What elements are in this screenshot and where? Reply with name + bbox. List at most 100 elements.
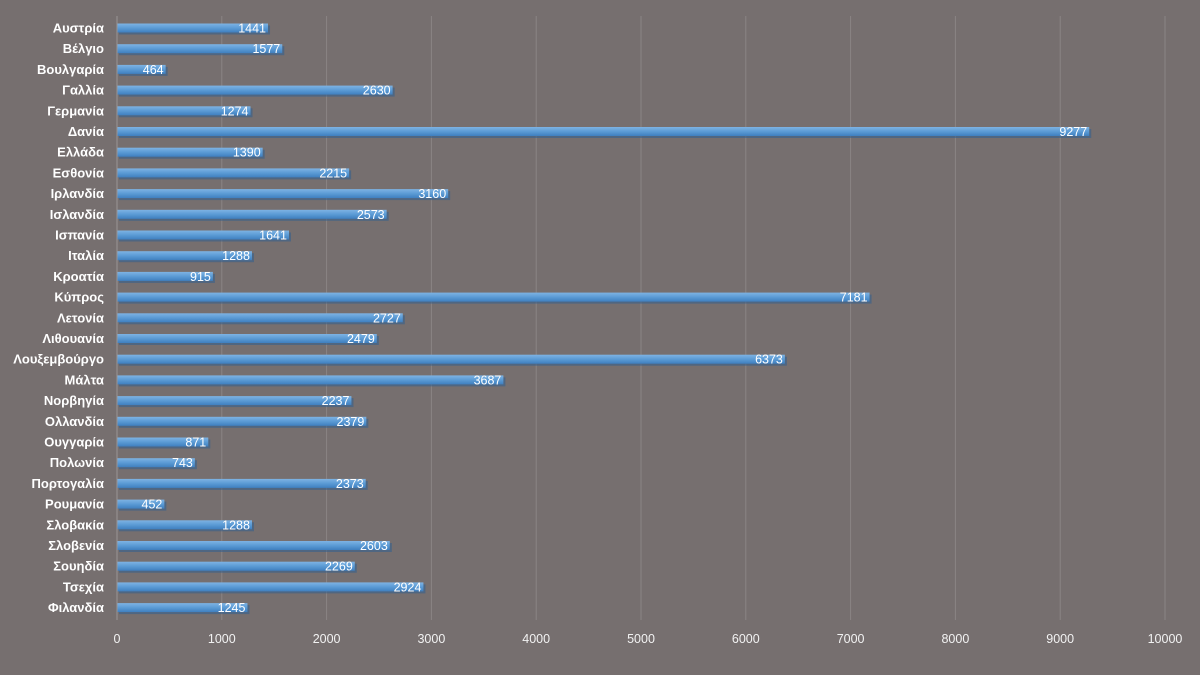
bar bbox=[117, 271, 213, 281]
bar bbox=[117, 458, 195, 468]
category-label: Πορτογαλία bbox=[32, 476, 104, 491]
category-label: Ισλανδία bbox=[50, 207, 104, 222]
bar bbox=[117, 44, 283, 54]
data-label: 2215 bbox=[319, 166, 347, 180]
x-tick-label: 1000 bbox=[208, 632, 236, 646]
data-label: 871 bbox=[185, 436, 206, 450]
gridlines bbox=[221, 16, 1166, 620]
data-label: 1390 bbox=[233, 146, 261, 160]
x-tick-label: 3000 bbox=[417, 632, 445, 646]
bar bbox=[117, 582, 424, 592]
category-label: Πολωνία bbox=[50, 455, 104, 470]
bar bbox=[117, 416, 367, 426]
category-label: Κροατία bbox=[53, 269, 104, 284]
x-tick-label: 5000 bbox=[627, 632, 655, 646]
data-label: 1288 bbox=[222, 518, 250, 532]
x-tick-label: 0 bbox=[114, 632, 121, 646]
bar bbox=[117, 23, 269, 33]
bar bbox=[117, 292, 870, 302]
category-label: Βουλγαρία bbox=[37, 62, 104, 77]
category-label: Σουηδία bbox=[53, 559, 104, 574]
category-label: Ιρλανδία bbox=[51, 186, 104, 201]
category-label: Γερμανία bbox=[47, 103, 104, 118]
data-label: 1245 bbox=[218, 601, 246, 615]
labels: Αυστρία 1441 Βέλγιο 1577 Βουλγαρία 464 Γαλλία 2… bbox=[13, 21, 1087, 616]
category-label: Τσεχία bbox=[63, 579, 104, 594]
bar bbox=[117, 168, 350, 178]
category-label: Ισπανία bbox=[55, 228, 104, 243]
data-label: 1274 bbox=[221, 104, 249, 118]
data-label: 2573 bbox=[357, 208, 385, 222]
bar bbox=[117, 106, 251, 116]
x-tick-label: 6000 bbox=[732, 632, 760, 646]
category-label: Λιθουανία bbox=[42, 331, 104, 346]
bar bbox=[117, 437, 209, 447]
category-label: Νορβηγία bbox=[44, 393, 104, 408]
bar bbox=[117, 189, 449, 199]
category-label: Ελλάδα bbox=[57, 145, 104, 160]
data-label: 2379 bbox=[337, 415, 365, 429]
data-label: 2269 bbox=[325, 560, 353, 574]
data-label: 464 bbox=[143, 63, 164, 77]
data-label: 2603 bbox=[360, 539, 388, 553]
category-label: Λετονία bbox=[57, 310, 104, 325]
category-label: Ρουμανία bbox=[45, 497, 104, 512]
data-label: 1288 bbox=[222, 249, 250, 263]
bars bbox=[117, 23, 1092, 615]
bar bbox=[117, 396, 352, 406]
bar bbox=[117, 251, 252, 261]
data-label: 1441 bbox=[238, 22, 266, 36]
category-label: Σλοβακία bbox=[46, 517, 104, 532]
bar bbox=[117, 603, 248, 613]
category-label: Σλοβενία bbox=[48, 538, 104, 553]
axes: 0 1000 2000 3000 4000 5000 6000 7000 8000 9000 100… bbox=[114, 16, 1183, 646]
data-label: 6373 bbox=[755, 353, 783, 367]
category-label: Φιλανδία bbox=[48, 600, 104, 615]
category-label: Αυστρία bbox=[53, 21, 104, 36]
bar bbox=[117, 85, 393, 95]
category-label: Κύπρος bbox=[54, 290, 104, 305]
category-label: Ολλανδία bbox=[45, 414, 104, 429]
data-label: 1641 bbox=[259, 229, 287, 243]
bar bbox=[117, 64, 166, 74]
data-label: 3160 bbox=[418, 187, 446, 201]
x-tick-label: 2000 bbox=[313, 632, 341, 646]
bar bbox=[117, 127, 1090, 136]
data-label: 915 bbox=[190, 270, 211, 284]
data-label: 3687 bbox=[474, 373, 502, 387]
x-tick-label: 4000 bbox=[522, 632, 550, 646]
category-label: Εσθονία bbox=[53, 165, 104, 180]
bar bbox=[117, 561, 355, 571]
data-label: 2479 bbox=[347, 332, 375, 346]
data-label: 2237 bbox=[322, 394, 350, 408]
x-tick-label: 7000 bbox=[837, 632, 865, 646]
bar bbox=[117, 334, 377, 343]
bar bbox=[117, 478, 366, 488]
data-label: 2630 bbox=[363, 84, 391, 98]
bar bbox=[117, 313, 403, 323]
bar bbox=[117, 354, 785, 364]
category-label: Δανία bbox=[68, 124, 104, 139]
x-tick-label: 9000 bbox=[1046, 632, 1074, 646]
data-label: 2373 bbox=[336, 477, 364, 491]
data-label: 7181 bbox=[840, 291, 868, 305]
x-tick-label: 10000 bbox=[1148, 632, 1183, 646]
category-label: Μάλτα bbox=[65, 372, 104, 387]
bar bbox=[117, 520, 252, 530]
category-label: Βέλγιο bbox=[63, 41, 104, 56]
data-label: 452 bbox=[142, 498, 163, 512]
bar bbox=[117, 230, 289, 240]
bar bbox=[117, 147, 263, 157]
bar bbox=[117, 209, 387, 219]
data-label: 1577 bbox=[252, 42, 280, 56]
category-label: Ουγγαρία bbox=[44, 435, 104, 450]
bar bbox=[117, 499, 165, 509]
data-label: 743 bbox=[172, 456, 193, 470]
category-label: Λουξεμβούργο bbox=[13, 352, 104, 367]
x-tick-label: 8000 bbox=[941, 632, 969, 646]
data-label: 2924 bbox=[394, 580, 422, 594]
category-label: Ιταλία bbox=[68, 248, 104, 263]
bar bbox=[117, 541, 390, 550]
